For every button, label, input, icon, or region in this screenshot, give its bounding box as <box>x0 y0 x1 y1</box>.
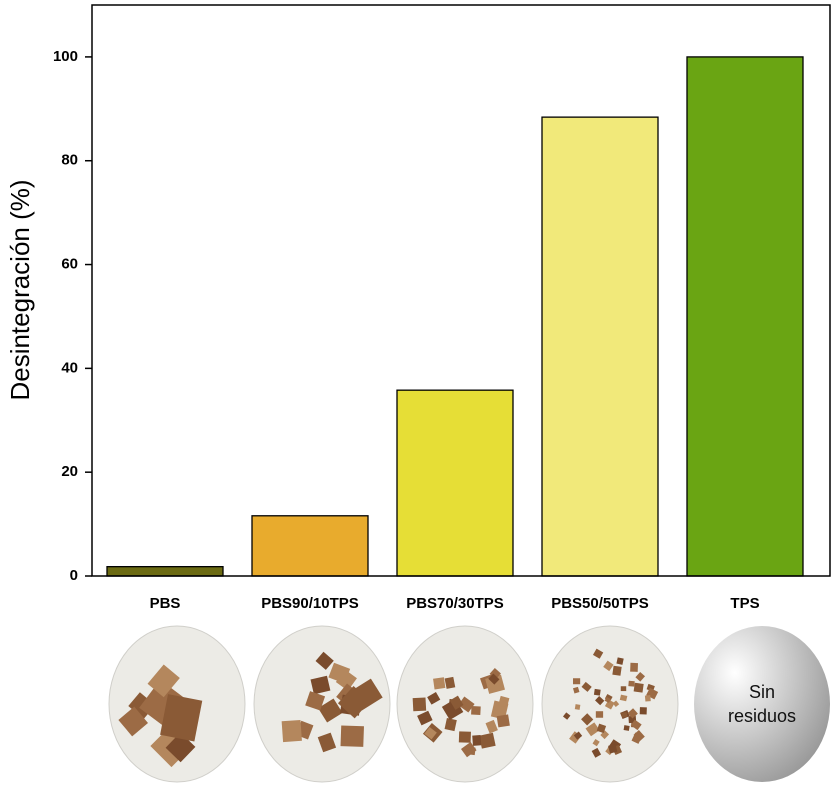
fragment <box>620 686 627 692</box>
fragment <box>315 651 334 670</box>
fragment <box>328 662 351 684</box>
bar <box>396 389 514 577</box>
x-tick-label: PBS90/10TPS <box>261 595 359 612</box>
annotation: Sin residuos <box>727 682 797 726</box>
sample-photos <box>108 625 830 783</box>
fragment <box>595 711 604 718</box>
fragment <box>633 682 644 693</box>
plot-frame <box>91 4 831 577</box>
fragment <box>616 657 624 665</box>
fragment <box>603 660 614 672</box>
fragment <box>449 695 464 710</box>
fragment <box>485 719 498 734</box>
fragment <box>592 648 604 659</box>
fragment <box>498 695 510 708</box>
fragment <box>318 698 343 723</box>
fragment <box>458 731 471 743</box>
bar <box>251 515 369 577</box>
fragment <box>631 732 643 744</box>
fragment <box>317 732 337 753</box>
bar <box>541 116 659 577</box>
fragment <box>444 676 456 689</box>
x-tick-label: PBS70/30TPS <box>406 595 504 612</box>
fragment <box>488 673 500 685</box>
fragment <box>581 681 592 692</box>
fragment <box>147 664 180 698</box>
x-tick-label: PBS <box>150 595 181 612</box>
fragment <box>635 671 646 682</box>
fragment <box>424 726 437 740</box>
fragment <box>573 678 581 685</box>
fragment <box>621 711 628 718</box>
fragment <box>458 696 475 713</box>
fragment <box>160 694 203 742</box>
fragment <box>489 667 501 680</box>
fragment <box>412 697 427 712</box>
fragment <box>592 739 600 747</box>
fragment <box>496 714 510 728</box>
fragment <box>630 662 638 672</box>
y-tick-label: 60 <box>61 256 78 273</box>
fragment <box>639 707 647 715</box>
fragment <box>310 675 331 695</box>
fragment <box>593 688 601 696</box>
fragment <box>619 694 628 702</box>
fragment <box>460 742 477 758</box>
fragment <box>444 717 457 732</box>
x-tick-label: PBS50/50TPS <box>551 595 649 612</box>
y-tick-label: 40 <box>61 359 78 376</box>
y-axis-label: Desintegración (%) <box>5 179 35 400</box>
fragment <box>479 732 496 749</box>
fragment <box>417 710 433 726</box>
fragment <box>623 725 630 731</box>
fragment <box>628 680 635 687</box>
fragment <box>608 744 618 754</box>
bar <box>106 566 224 577</box>
bar <box>686 56 804 577</box>
fragment <box>627 708 638 719</box>
fragment <box>591 747 602 758</box>
fragment <box>305 691 326 711</box>
fragment <box>118 706 149 737</box>
fragment <box>595 696 605 706</box>
fragment <box>630 719 642 731</box>
fragment <box>612 700 620 708</box>
fragment <box>585 722 600 737</box>
fragment <box>427 692 441 705</box>
fragment <box>596 723 607 734</box>
fragment <box>281 719 302 743</box>
x-tick-label: TPS <box>730 595 759 612</box>
fragment <box>644 695 651 702</box>
fragment <box>471 706 481 716</box>
y-tick-label: 20 <box>61 463 78 480</box>
fragment <box>562 712 571 720</box>
fragment <box>574 704 581 710</box>
y-tick-label: 0 <box>70 567 78 584</box>
y-tick-label: 80 <box>61 152 78 169</box>
fragment <box>600 730 610 740</box>
fragment <box>581 713 594 726</box>
fragment <box>573 731 583 740</box>
fragment <box>612 665 622 676</box>
y-tick-label: 100 <box>53 48 78 65</box>
fragment <box>472 735 482 746</box>
fragment <box>337 686 371 719</box>
fragment <box>433 677 446 690</box>
photo-empty <box>694 626 830 782</box>
fragment <box>340 725 364 747</box>
fragment <box>572 686 580 694</box>
fragment <box>604 696 611 703</box>
